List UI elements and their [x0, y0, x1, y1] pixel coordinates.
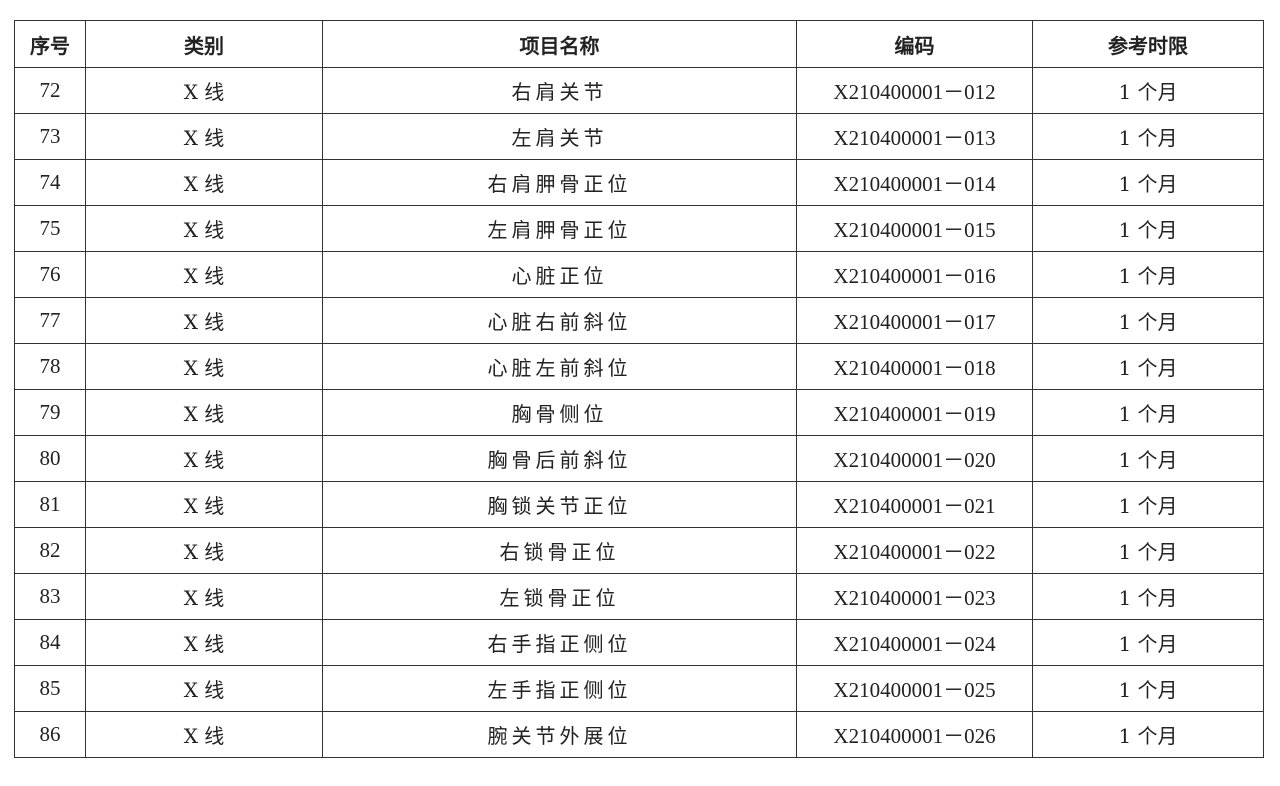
cell-no: 77: [14, 297, 86, 344]
cell-code: X210400001－021: [796, 481, 1033, 528]
cell-code: X210400001－018: [796, 343, 1033, 390]
cell-name: 胸锁关节正位: [322, 481, 797, 528]
cell-no: 86: [14, 711, 86, 758]
table-body: 72 X 线右肩关节 X210400001－012 1 个月 73 X 线左肩关节 X210…: [14, 67, 1264, 758]
cell-category: X 线: [85, 573, 323, 620]
cell-category: X 线: [85, 113, 323, 160]
cell-code: X210400001－026: [796, 711, 1033, 758]
cell-name: 左手指正侧位: [322, 665, 797, 712]
cell-name: 左肩胛骨正位: [322, 205, 797, 252]
table-row: 83 X 线左锁骨正位 X210400001－023 1 个月: [14, 573, 1264, 620]
cell-period: 1 个月: [1032, 573, 1264, 620]
cell-period: 1 个月: [1032, 389, 1264, 436]
table-row: 74 X 线右肩胛骨正位 X210400001－014 1 个月: [14, 159, 1264, 206]
header-period: 参考时限: [1032, 20, 1264, 68]
cell-no: 85: [14, 665, 86, 712]
table-row: 81 X 线胸锁关节正位 X210400001－021 1 个月: [14, 481, 1264, 528]
cell-name: 左锁骨正位: [322, 573, 797, 620]
cell-category: X 线: [85, 389, 323, 436]
cell-category: X 线: [85, 159, 323, 206]
cell-code: X210400001－012: [796, 67, 1033, 114]
table-row: 75 X 线左肩胛骨正位 X210400001－015 1 个月: [14, 205, 1264, 252]
cell-no: 79: [14, 389, 86, 436]
cell-category: X 线: [85, 297, 323, 344]
cell-category: X 线: [85, 343, 323, 390]
cell-code: X210400001－020: [796, 435, 1033, 482]
cell-no: 72: [14, 67, 86, 114]
cell-no: 75: [14, 205, 86, 252]
cell-name: 右手指正侧位: [322, 619, 797, 666]
cell-period: 1 个月: [1032, 481, 1264, 528]
cell-code: X210400001－013: [796, 113, 1033, 160]
header-code: 编码: [796, 20, 1033, 68]
cell-name: 心脏左前斜位: [322, 343, 797, 390]
table-row: 72 X 线右肩关节 X210400001－012 1 个月: [14, 67, 1264, 114]
table-row: 85 X 线左手指正侧位 X210400001－025 1 个月: [14, 665, 1264, 712]
cell-no: 80: [14, 435, 86, 482]
exam-items-table: 序号 类别 项目名称 编码 参考时限 72 X 线右肩关节 X210400001－0…: [14, 20, 1264, 758]
header-category: 类别: [85, 20, 323, 68]
header-row: 序号 类别 项目名称 编码 参考时限: [14, 20, 1264, 68]
cell-category: X 线: [85, 527, 323, 574]
cell-period: 1 个月: [1032, 527, 1264, 574]
cell-name: 胸骨侧位: [322, 389, 797, 436]
cell-no: 83: [14, 573, 86, 620]
cell-period: 1 个月: [1032, 343, 1264, 390]
cell-no: 82: [14, 527, 86, 574]
cell-code: X210400001－014: [796, 159, 1033, 206]
table-row: 84 X 线右手指正侧位 X210400001－024 1 个月: [14, 619, 1264, 666]
cell-name: 腕关节外展位: [322, 711, 797, 758]
table-row: 82 X 线右锁骨正位 X210400001－022 1 个月: [14, 527, 1264, 574]
cell-category: X 线: [85, 711, 323, 758]
cell-name: 心脏右前斜位: [322, 297, 797, 344]
cell-period: 1 个月: [1032, 67, 1264, 114]
table-row: 73 X 线左肩关节 X210400001－013 1 个月: [14, 113, 1264, 160]
cell-no: 78: [14, 343, 86, 390]
cell-no: 84: [14, 619, 86, 666]
cell-period: 1 个月: [1032, 113, 1264, 160]
cell-period: 1 个月: [1032, 435, 1264, 482]
cell-name: 右肩胛骨正位: [322, 159, 797, 206]
cell-no: 76: [14, 251, 86, 298]
cell-category: X 线: [85, 205, 323, 252]
cell-period: 1 个月: [1032, 711, 1264, 758]
cell-no: 74: [14, 159, 86, 206]
cell-period: 1 个月: [1032, 205, 1264, 252]
cell-no: 81: [14, 481, 86, 528]
table-row: 80 X 线胸骨后前斜位 X210400001－020 1 个月: [14, 435, 1264, 482]
table-row: 79 X 线胸骨侧位 X210400001－019 1 个月: [14, 389, 1264, 436]
cell-code: X210400001－023: [796, 573, 1033, 620]
header-no: 序号: [14, 20, 86, 68]
cell-code: X210400001－019: [796, 389, 1033, 436]
cell-name: 左肩关节: [322, 113, 797, 160]
cell-name: 胸骨后前斜位: [322, 435, 797, 482]
table-row: 76 X 线心脏正位 X210400001－016 1 个月: [14, 251, 1264, 298]
cell-period: 1 个月: [1032, 159, 1264, 206]
cell-code: X210400001－016: [796, 251, 1033, 298]
cell-name: 右锁骨正位: [322, 527, 797, 574]
cell-code: X210400001－017: [796, 297, 1033, 344]
table-row: 77 X 线心脏右前斜位 X210400001－017 1 个月: [14, 297, 1264, 344]
cell-category: X 线: [85, 67, 323, 114]
cell-category: X 线: [85, 481, 323, 528]
cell-category: X 线: [85, 665, 323, 712]
cell-code: X210400001－022: [796, 527, 1033, 574]
cell-category: X 线: [85, 435, 323, 482]
cell-period: 1 个月: [1032, 619, 1264, 666]
table-row: 86 X 线腕关节外展位 X210400001－026 1 个月: [14, 711, 1264, 758]
cell-category: X 线: [85, 619, 323, 666]
cell-period: 1 个月: [1032, 297, 1264, 344]
cell-period: 1 个月: [1032, 251, 1264, 298]
cell-category: X 线: [85, 251, 323, 298]
cell-name: 心脏正位: [322, 251, 797, 298]
table-row: 78 X 线心脏左前斜位 X210400001－018 1 个月: [14, 343, 1264, 390]
cell-code: X210400001－025: [796, 665, 1033, 712]
header-name: 项目名称: [322, 20, 797, 68]
cell-period: 1 个月: [1032, 665, 1264, 712]
cell-no: 73: [14, 113, 86, 160]
cell-code: X210400001－015: [796, 205, 1033, 252]
cell-name: 右肩关节: [322, 67, 797, 114]
cell-code: X210400001－024: [796, 619, 1033, 666]
